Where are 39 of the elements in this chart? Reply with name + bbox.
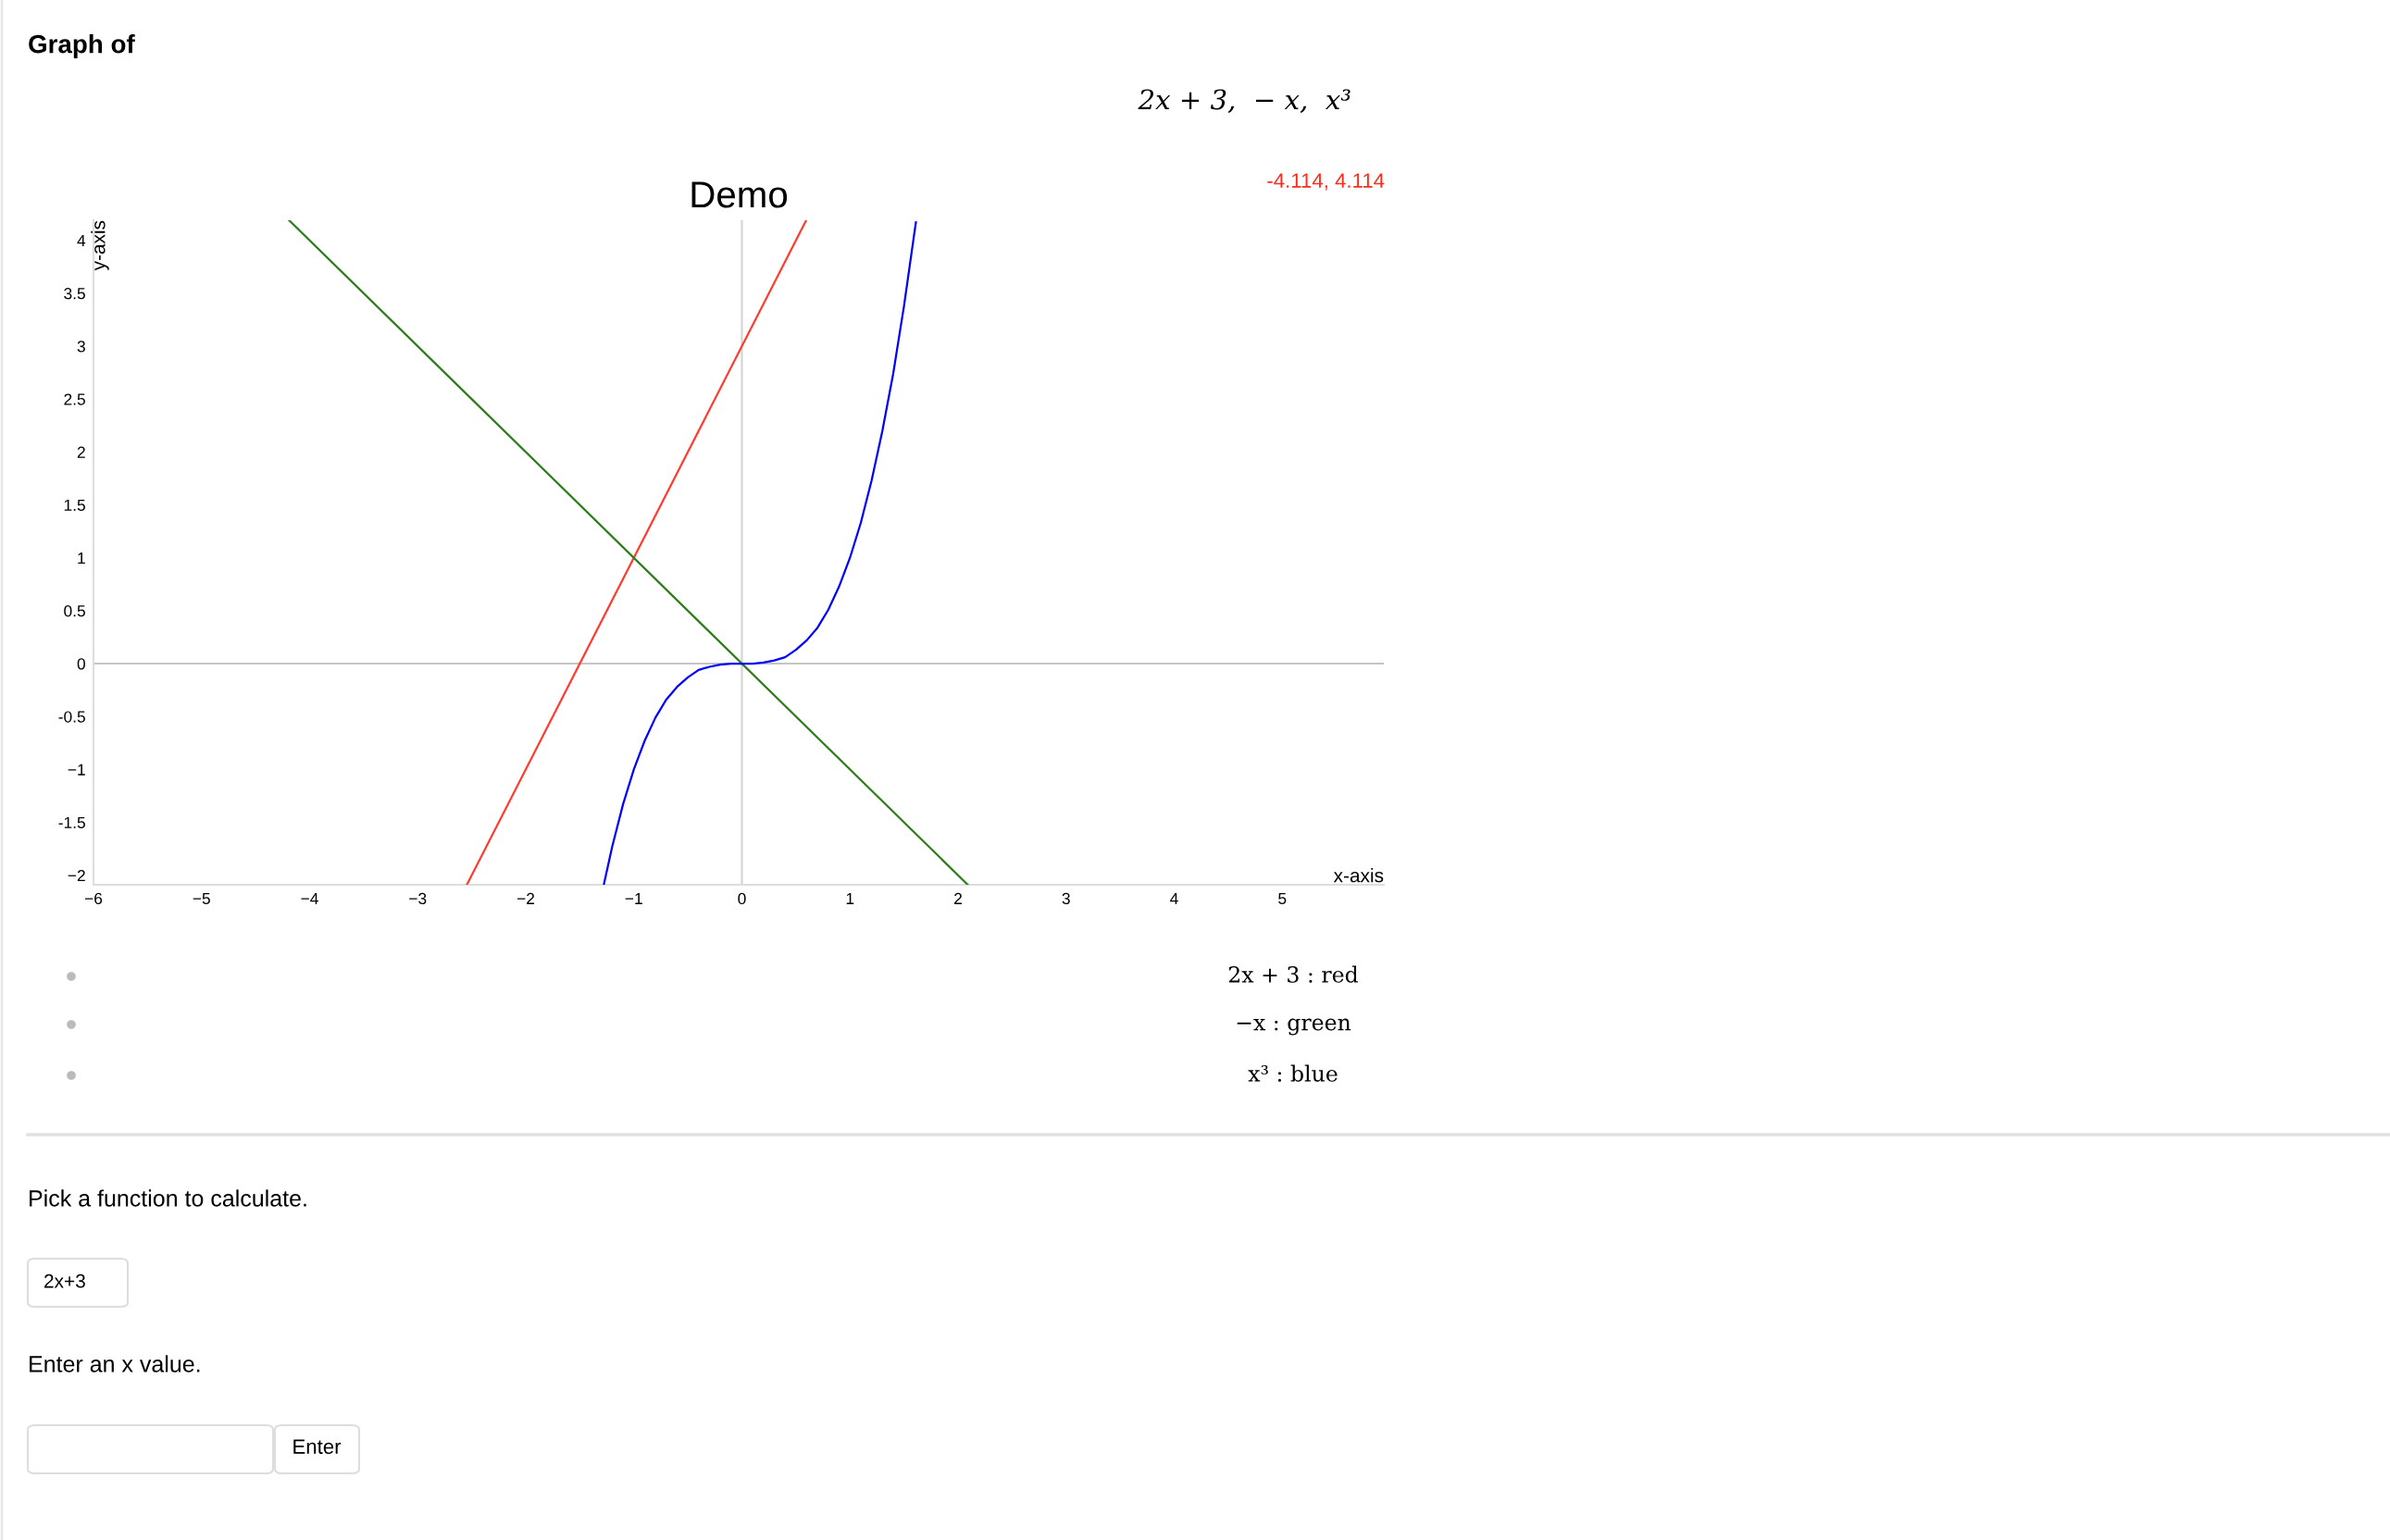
x-tick-label: −1 — [625, 892, 642, 904]
chart-title: Demo — [691, 181, 788, 208]
text: 2x+3 — [44, 1273, 85, 1288]
y-tick-label: 1.5 — [64, 499, 85, 512]
y-tick-label: −2 — [68, 869, 85, 881]
y-tick-label: 0 — [77, 658, 85, 670]
y-tick-label: 2.5 — [64, 393, 85, 405]
text: Pick a function to calculate. — [30, 1189, 306, 1207]
y-tick-label: -1.5 — [58, 816, 85, 829]
y-tick-label: -0.5 — [58, 711, 85, 723]
x-tick-label: 4 — [1170, 892, 1178, 904]
y-tick-label: 2 — [77, 446, 85, 458]
x-axis-title: x-axis — [1333, 868, 1384, 883]
x-tick-label: −3 — [409, 892, 427, 905]
text: 2x + 3 : red — [1228, 965, 1359, 983]
y-axis-title: y-axis — [91, 220, 109, 271]
y-tick-label: −1 — [68, 764, 85, 776]
y-tick-label: 1 — [78, 553, 85, 565]
y-tick-label: 0.5 — [64, 605, 85, 617]
text: −x : green — [1237, 1018, 1351, 1036]
x-tick-label: 1 — [846, 892, 854, 904]
text: 2x + 3, − x, x³ — [1138, 89, 1351, 114]
text: Enter an x value. — [30, 1355, 200, 1372]
x-tick-label: 5 — [1278, 892, 1287, 905]
x-tick-label: −2 — [517, 892, 535, 904]
text: Graph of — [29, 34, 135, 58]
x-tick-label: −4 — [301, 892, 318, 904]
x-tick-label: 3 — [1062, 892, 1070, 905]
text: x³ : blue — [1248, 1064, 1338, 1082]
line-series — [603, 221, 917, 885]
y-tick-label: 3 — [77, 341, 85, 353]
y-tick-label: 3.5 — [64, 288, 85, 300]
y-tick-label: 4 — [77, 235, 86, 247]
text: Enter — [293, 1439, 342, 1454]
text: -4.114, 4.114 — [1267, 173, 1385, 191]
x-tick-label: −6 — [84, 892, 103, 905]
x-tick-label: 2 — [954, 892, 962, 904]
x-tick-label: −5 — [193, 892, 210, 905]
x-tick-label: 0 — [738, 892, 746, 905]
